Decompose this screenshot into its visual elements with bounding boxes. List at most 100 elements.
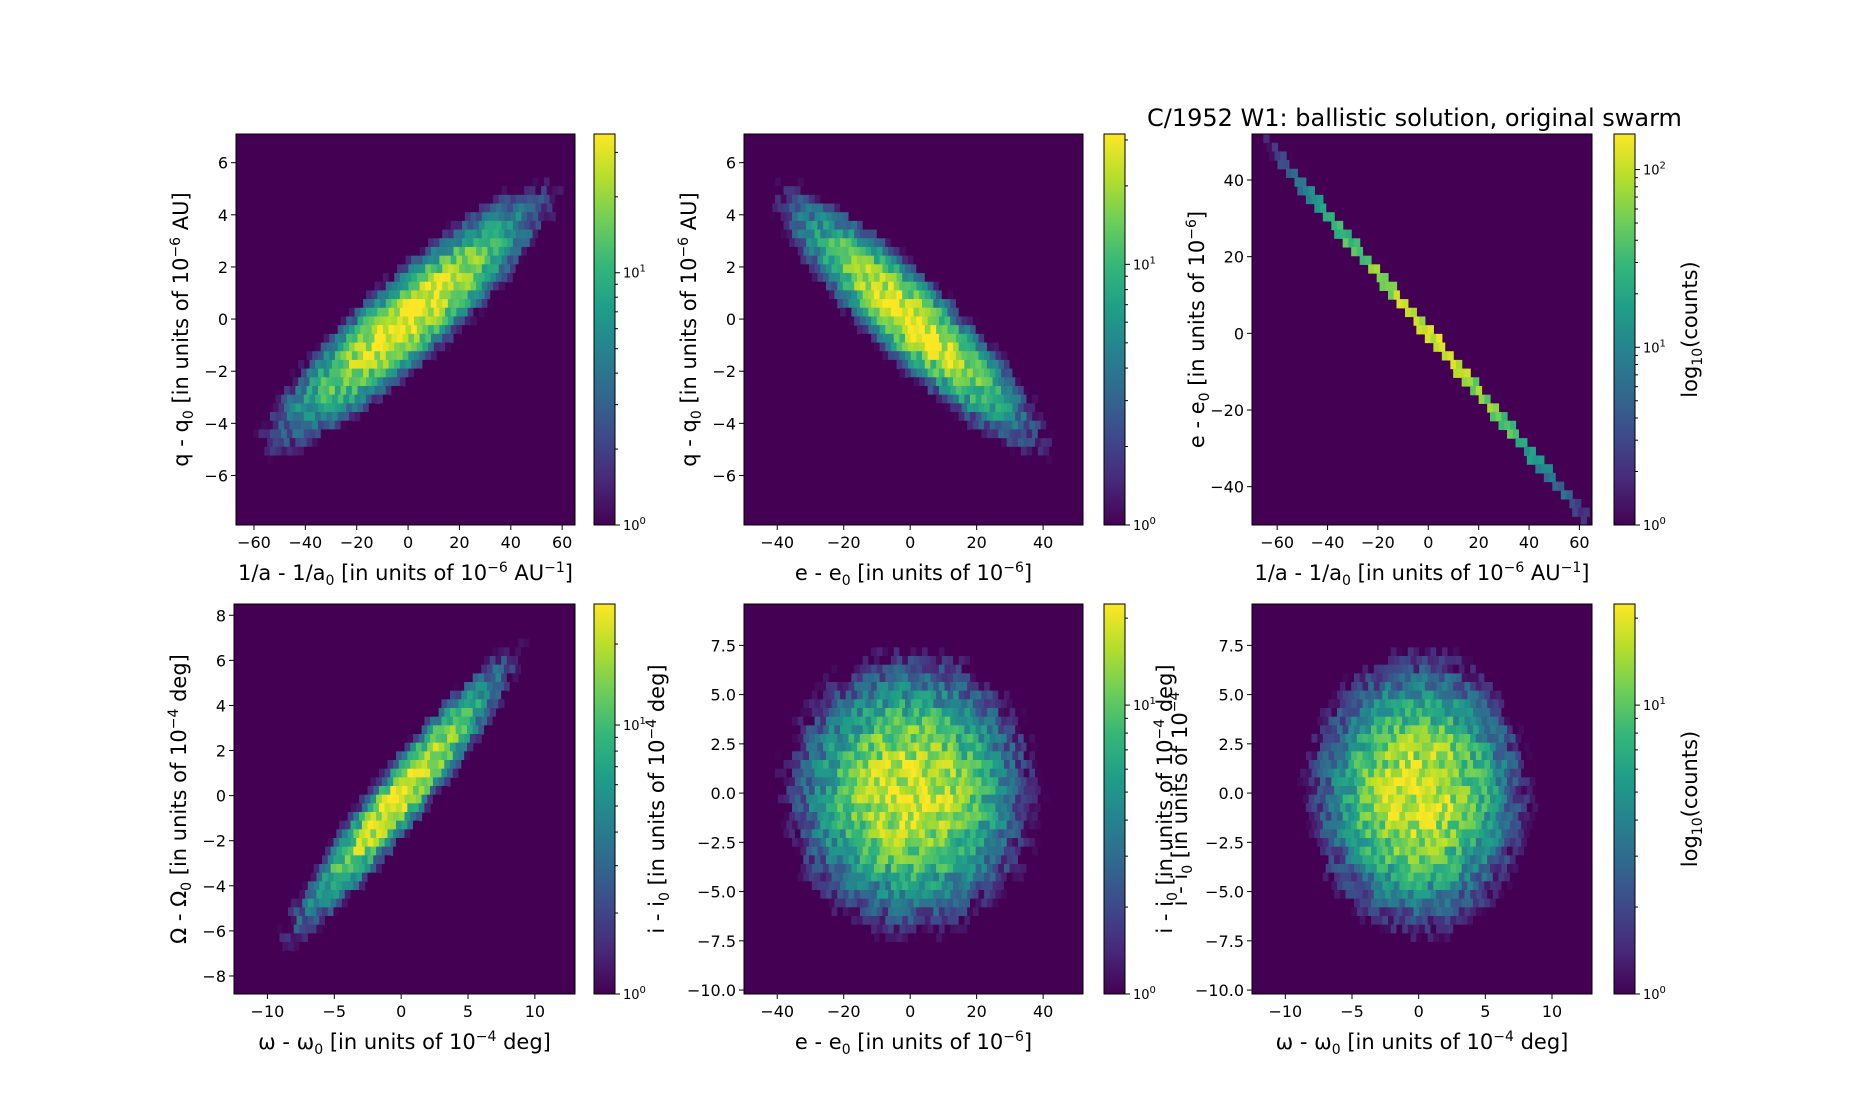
y-tick-label: −4: [204, 414, 228, 433]
y-tick-label: 0: [726, 310, 736, 329]
colorbar-tick-label: 101: [1133, 696, 1156, 714]
x-tick-label: 20: [449, 533, 469, 552]
x-tick-label: −60: [1260, 533, 1294, 552]
x-axis-label: 1/a - 1/a0 [in units of 10−6 AU−1]: [238, 560, 573, 589]
x-tick-label: 0: [905, 1002, 915, 1021]
hexbin-cells: [236, 142, 575, 500]
x-tick-label: 40: [501, 533, 521, 552]
colorbar-tick-label: 102: [1643, 161, 1666, 179]
y-tick-label: 8: [216, 606, 226, 625]
hexbin-cells: [744, 134, 1083, 509]
colorbar: [1103, 603, 1126, 995]
x-tick-label: 40: [1033, 1002, 1053, 1021]
x-tick-label: 0: [1414, 1002, 1424, 1021]
colorbar-tick-label: 100: [1643, 985, 1666, 1003]
colorbar-tick-label: 100: [623, 985, 646, 1003]
hexbin-cells: [1252, 604, 1592, 994]
axes-frame: [743, 603, 1084, 995]
y-tick-label: 0.0: [1219, 784, 1244, 803]
x-tick-label: −5: [322, 1002, 346, 1021]
y-tick-label: 7.5: [1219, 636, 1244, 655]
y-tick-label: −5.0: [697, 883, 736, 902]
x-tick-label: −20: [1361, 533, 1395, 552]
x-tick-label: −20: [340, 533, 374, 552]
y-tick-label: −2: [712, 362, 736, 381]
colorbar-tick-label: 101: [1643, 338, 1666, 356]
y-tick-label: 4: [218, 206, 228, 225]
x-tick-label: −10: [251, 1002, 285, 1021]
colorbar-label: log10(counts): [1678, 731, 1706, 867]
x-tick-label: 10: [1542, 1002, 1562, 1021]
panel-5: −40 −20 0 20 40 −10.0 −7.5 −5.0 −2.5 0.0 2.5 5.0 7.5…: [644, 603, 1196, 1058]
x-axis-label: ω - ω0 [in units of 10−4 deg]: [258, 1029, 551, 1058]
colorbar: [1613, 603, 1636, 995]
x-tick-label: 10: [525, 1002, 545, 1021]
colorbar: [593, 603, 616, 995]
colorbar-tick-label: 101: [623, 716, 646, 734]
x-tick-label: −40: [760, 533, 794, 552]
y-tick-label: 40: [1224, 171, 1244, 190]
y-tick-label: 2.5: [1219, 735, 1244, 754]
x-tick-label: 60: [552, 533, 572, 552]
x-tick-label: 5: [463, 1002, 473, 1021]
colorbar-tick-label: 100: [1133, 985, 1156, 1003]
y-tick-label: 0: [216, 787, 226, 806]
x-tick-label: 20: [966, 533, 986, 552]
colorbar-label: log10(counts): [1678, 261, 1706, 397]
x-axis-label: e - e0 [in units of 10−6]: [795, 1029, 1032, 1058]
axes-frame: [1251, 133, 1593, 526]
y-tick-label: 6: [216, 651, 226, 670]
axes-frame: [1251, 603, 1593, 995]
y-tick-label: −10.0: [687, 981, 736, 1000]
y-tick-label: −20: [1210, 401, 1244, 420]
x-axis-label: e - e0 [in units of 10−6]: [795, 560, 1032, 589]
colorbar-label: i - i0 [in units of 10−4: [1167, 692, 1196, 907]
y-tick-label: −2: [204, 362, 228, 381]
y-axis-label: e - e0 [in units of 10−6]: [1184, 211, 1213, 448]
y-tick-label: 4: [726, 206, 736, 225]
y-tick-label: 0: [1234, 324, 1244, 343]
colorbar: [593, 133, 616, 526]
y-tick-label: −4: [712, 414, 736, 433]
x-tick-label: −20: [827, 533, 861, 552]
y-tick-label: 20: [1224, 248, 1244, 267]
y-tick-label: 5.0: [711, 686, 736, 705]
panel-6: −10 −5 0 5 10 −10.0 −7.5 −5.0 −2.5 0.0 2.5 5.0 7.5 ω …: [1152, 603, 1706, 1058]
y-tick-label: −5.0: [1205, 883, 1244, 902]
y-tick-label: 2: [726, 258, 736, 277]
x-tick-label: 40: [1033, 533, 1053, 552]
y-tick-label: 2.5: [711, 735, 736, 754]
y-tick-label: −2.5: [697, 833, 736, 852]
x-tick-label: −40: [760, 1002, 794, 1021]
x-tick-label: 0: [1423, 533, 1433, 552]
y-tick-label: −8: [202, 967, 226, 986]
panel-3: −60 −40 −20 0 20 40 60 −40 −20 0 20 40 1/a - 1/a0 [i…: [1184, 133, 1706, 589]
y-tick-label: −6: [202, 922, 226, 941]
y-tick-label: −4: [202, 877, 226, 896]
x-tick-label: −20: [827, 1002, 861, 1021]
y-tick-label: 6: [726, 154, 736, 173]
hexbin-cells: [242, 612, 551, 994]
y-tick-label: −2.5: [1205, 833, 1244, 852]
y-tick-label: −2: [202, 832, 226, 851]
x-tick-label: 20: [1468, 533, 1488, 552]
axes-frame: [233, 603, 576, 995]
x-tick-label: 60: [1569, 533, 1589, 552]
x-tick-label: 40: [1519, 533, 1539, 552]
colorbar: [1103, 133, 1126, 526]
axes-frame: [235, 133, 576, 526]
y-tick-label: −6: [712, 466, 736, 485]
y-tick-label: −40: [1210, 478, 1244, 497]
x-tick-label: −5: [1340, 1002, 1364, 1021]
panel-4: −10 −5 0 5 10 −8 −6 −4 −2 0 2 4 6 8 ω - ω0 [in units o…: [166, 603, 646, 1058]
y-tick-label: 0.0: [711, 784, 736, 803]
hexbin-cells: [1263, 134, 1590, 525]
x-tick-label: −60: [237, 533, 271, 552]
y-axis-label: q - q0 [in units of 10−6 AU]: [676, 192, 705, 466]
x-tick-label: 0: [396, 1002, 406, 1021]
x-tick-label: 20: [966, 1002, 986, 1021]
y-tick-label: 0: [218, 310, 228, 329]
